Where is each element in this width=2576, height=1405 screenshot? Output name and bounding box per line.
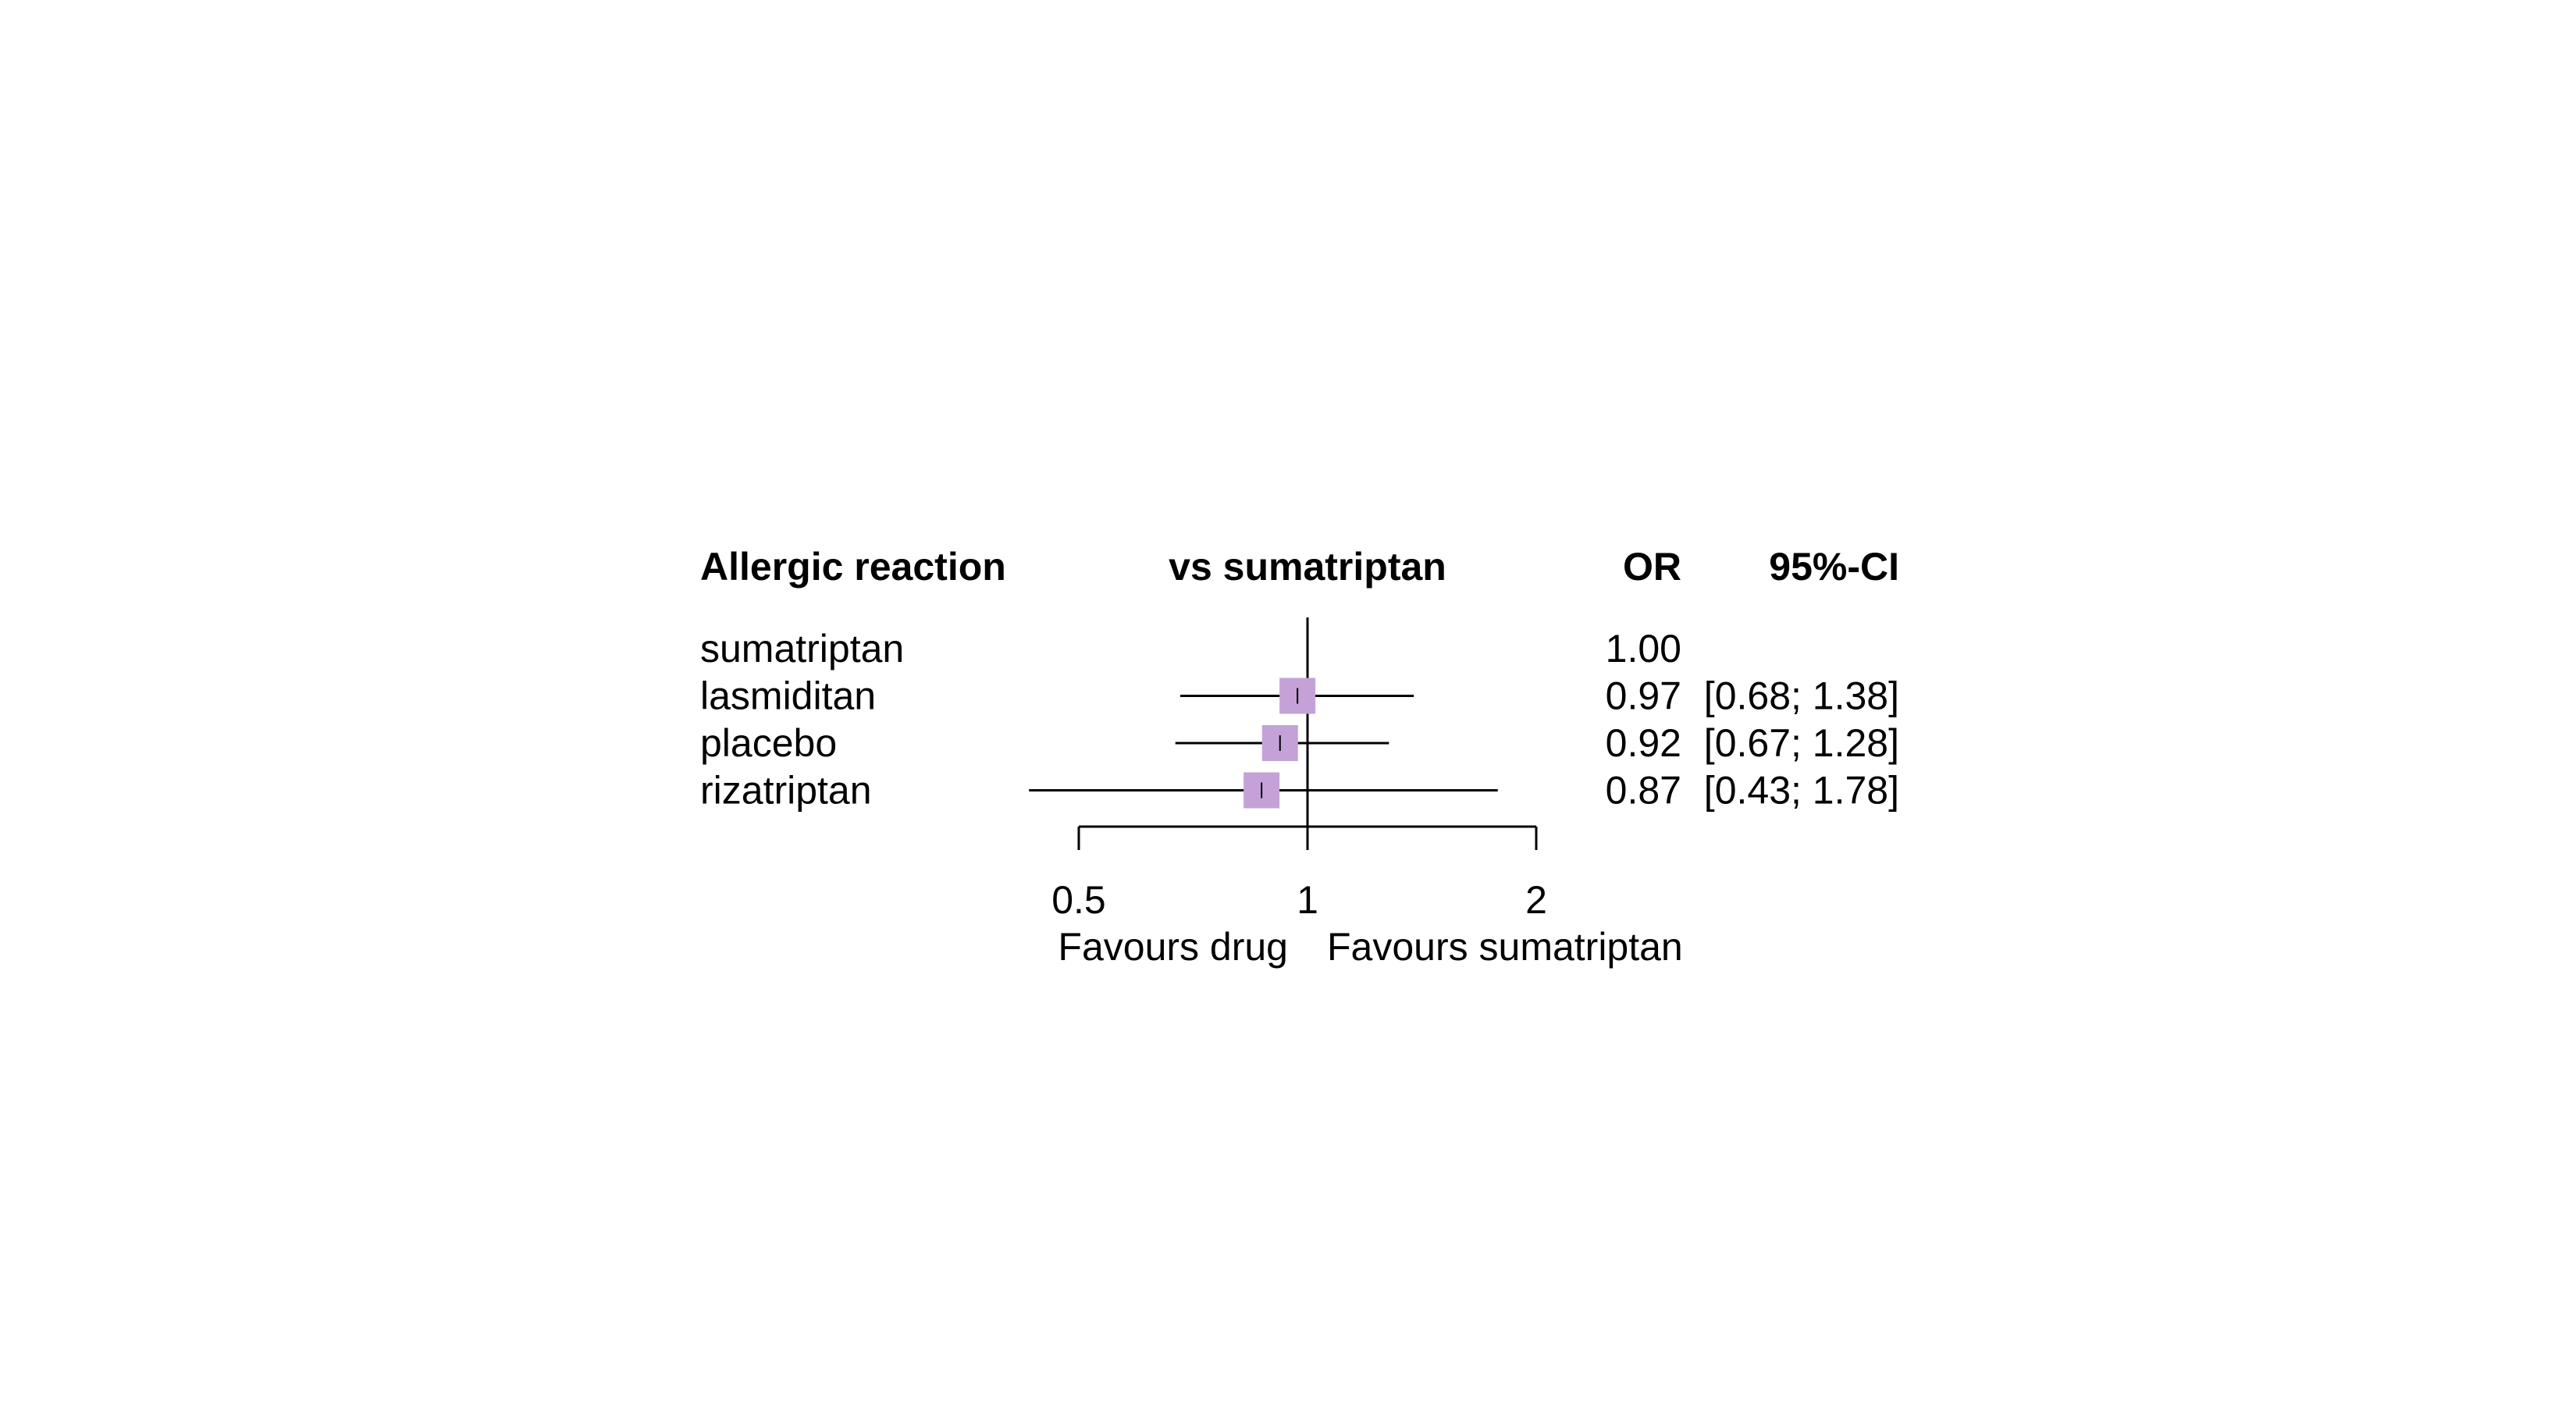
axis-tick-label: 0.5 <box>1051 878 1106 922</box>
favours-right-label: Favours sumatriptan <box>1327 925 1683 969</box>
row-or-value: 1.00 <box>1606 627 1681 670</box>
row-label: lasmiditan <box>700 674 876 718</box>
row-or-value: 0.97 <box>1606 674 1681 718</box>
row-ci-value: [0.68; 1.38] <box>1704 674 1899 718</box>
row-label: rizatriptan <box>700 769 872 813</box>
row-or-value: 0.92 <box>1606 721 1681 765</box>
row-ci-value: [0.43; 1.78] <box>1704 769 1899 813</box>
header-ci: 95%-CI <box>1769 545 1899 589</box>
favours-left-label: Favours drug <box>1058 925 1288 969</box>
row-label: sumatriptan <box>700 627 904 670</box>
axis-tick-label: 2 <box>1525 878 1547 922</box>
x-axis: 0.5 1 2 <box>1051 825 1547 922</box>
row-or-value: 0.87 <box>1606 769 1681 813</box>
axis-tick-label: 1 <box>1297 878 1318 922</box>
forest-rows: sumatriptan 1.00 lasmiditan 0.97 [0.68; 1.38… <box>700 617 1899 850</box>
header-outcome: Allergic reaction <box>700 545 1006 589</box>
row-label: placebo <box>700 721 837 765</box>
header-comparison: vs sumatriptan <box>1169 545 1446 589</box>
row-ci-value: [0.67; 1.28] <box>1704 721 1899 765</box>
header-or: OR <box>1623 545 1681 589</box>
